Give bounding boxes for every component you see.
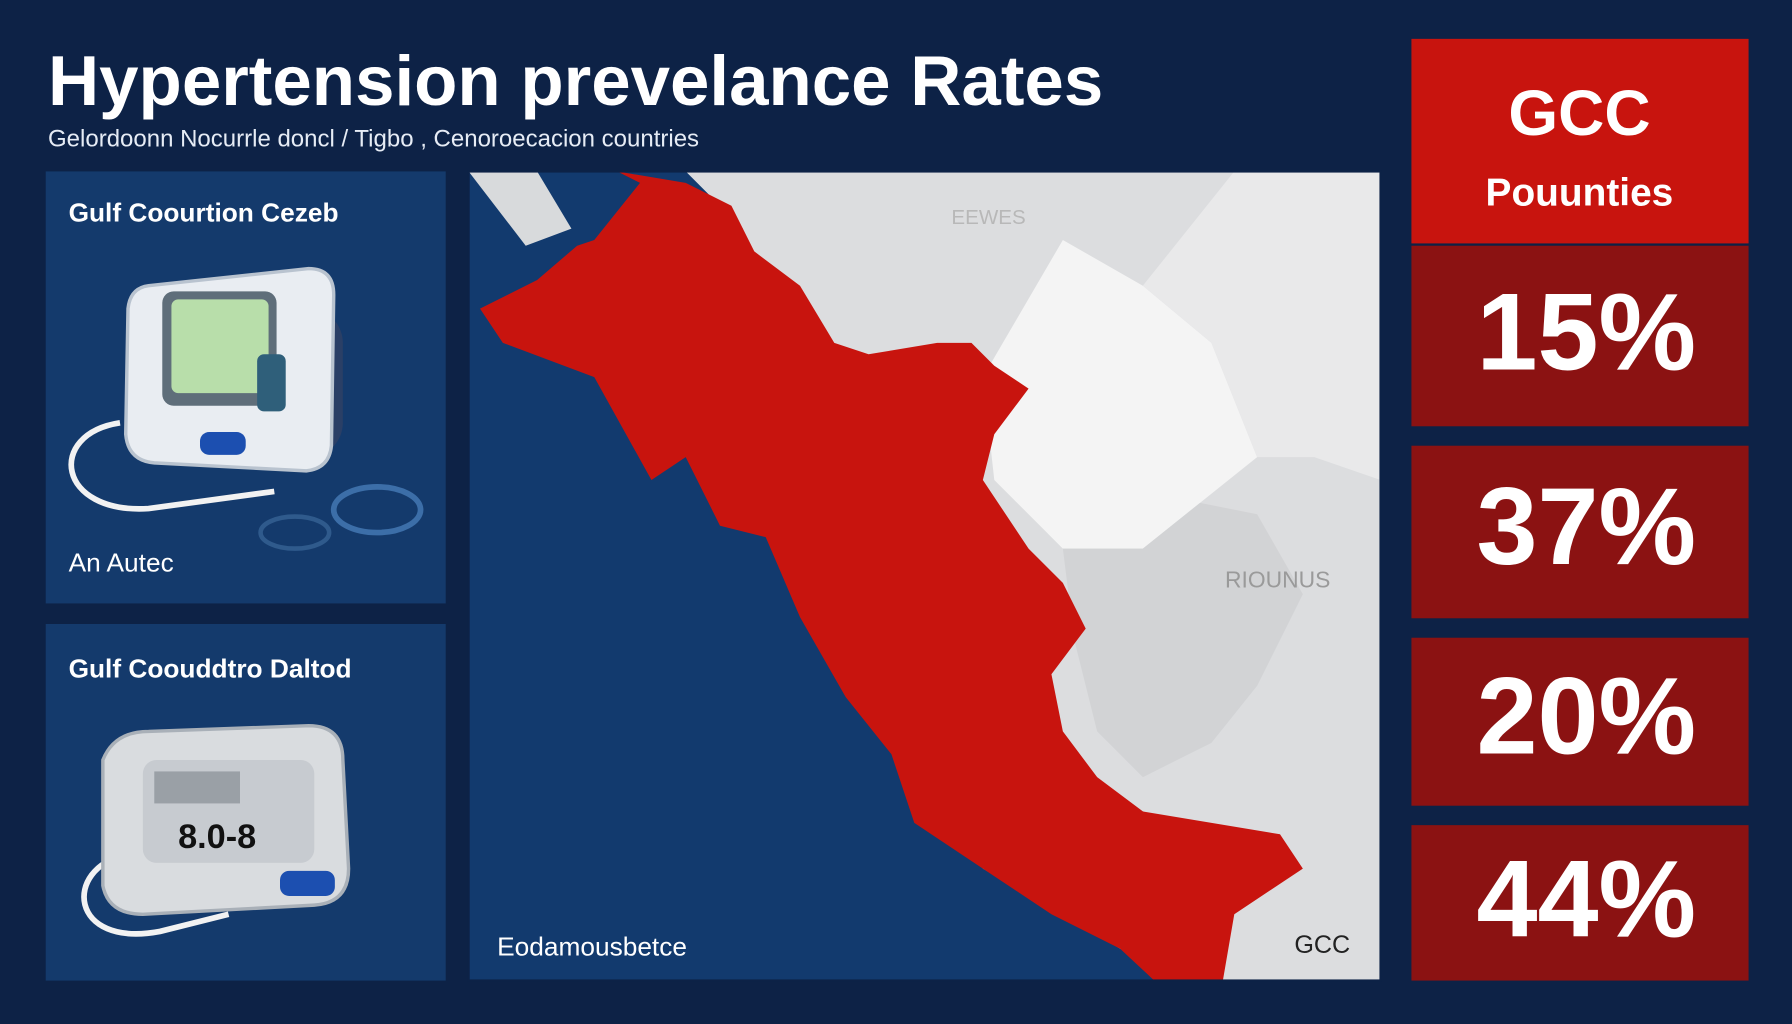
panel-title: Gulf Coouddtro Daltod [69, 654, 352, 684]
map-label: RIOUNUS [1225, 566, 1330, 592]
stat-box [1411, 825, 1749, 981]
stat-box [1411, 445, 1749, 619]
map-label: Eodamousbetce [497, 931, 687, 961]
map-label: GCC [1294, 931, 1350, 959]
panel-title: Gulf Coourtion Cezeb [69, 198, 339, 228]
stats-header-subtitle: Pouunties [1486, 172, 1674, 215]
stat-box [1411, 245, 1749, 427]
stats-header [1411, 38, 1749, 244]
monitor-illustration [68, 266, 424, 551]
panel-caption: An Autec [69, 547, 174, 577]
map [467, 170, 1382, 982]
stats-header-title: GCC [1508, 77, 1650, 149]
cuff-illustration [81, 723, 351, 937]
stat-value: 37% [1476, 466, 1696, 588]
page-title: Hypertension prevelance Rates [48, 42, 1103, 121]
page-subtitle: Gelordoonn Nocurrle doncl / Tigbo , Ceno… [48, 125, 699, 152]
stat-value: 15% [1476, 272, 1696, 394]
device-label: 8.0-8 [178, 818, 256, 856]
stat-value: 44% [1476, 838, 1696, 960]
stat-value: 20% [1476, 656, 1696, 778]
stat-box [1411, 637, 1749, 806]
map-label: EEWES [951, 206, 1025, 229]
